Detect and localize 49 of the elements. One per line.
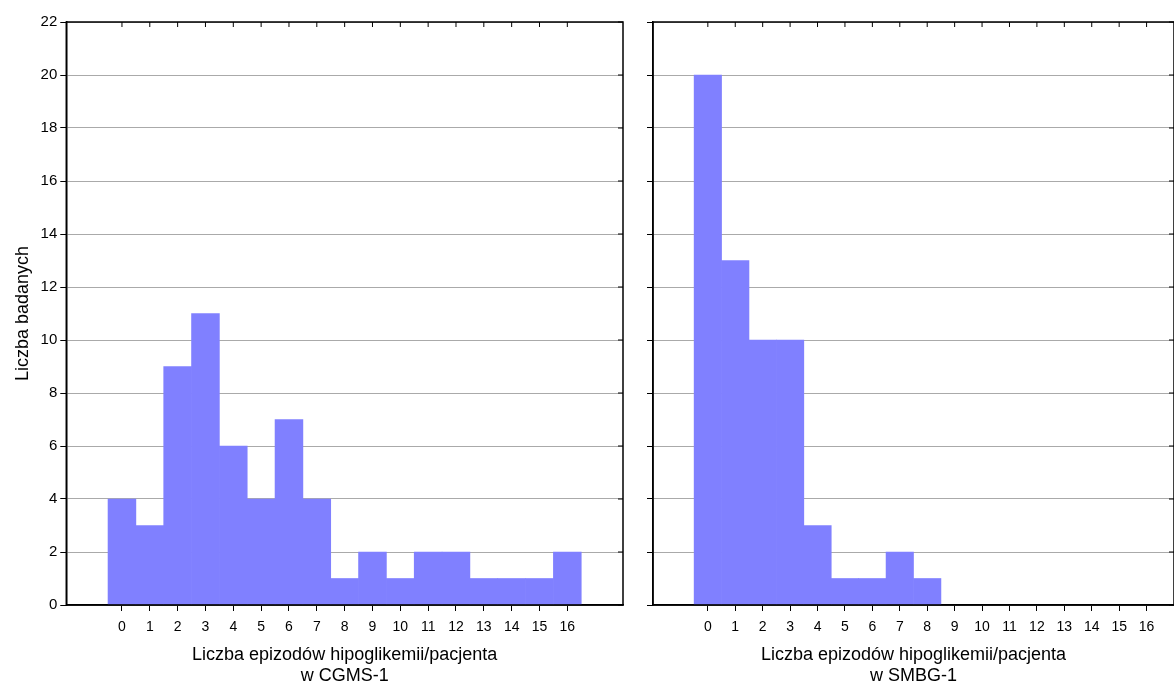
x-tick-label: 3 bbox=[786, 618, 795, 635]
y-tick-label: 4 bbox=[48, 489, 58, 507]
y-tick-label: 0 bbox=[48, 595, 58, 613]
x-tick-label: 9 bbox=[950, 618, 959, 635]
y-tick-label: 10 bbox=[40, 330, 58, 348]
x-tick-label: 12 bbox=[1029, 618, 1045, 635]
x-tick-label: 2 bbox=[173, 618, 182, 635]
y-tick-label: 18 bbox=[40, 118, 58, 136]
y-tick-label: 14 bbox=[40, 224, 58, 242]
x-tick-label: 0 bbox=[118, 618, 127, 635]
x-tick-label: 6 bbox=[285, 618, 294, 635]
x-tick-label: 13 bbox=[1056, 618, 1073, 635]
x-tick-label: 15 bbox=[531, 618, 548, 635]
y-tick-label: 8 bbox=[48, 383, 58, 401]
y-tick-label: 12 bbox=[40, 277, 58, 295]
x-axis-title: Liczba epizodów hipoglikemii/pacjenta w CGMS-1 bbox=[192, 643, 499, 686]
x-tick-label: 8 bbox=[340, 618, 349, 635]
x-tick-label: 3 bbox=[201, 618, 210, 635]
x-tick-label: 16 bbox=[559, 618, 576, 635]
x-tick-label: 4 bbox=[229, 618, 238, 635]
x-tick-label: 6 bbox=[868, 618, 877, 635]
x-tick-label: 10 bbox=[974, 618, 991, 635]
y-tick-label: 22 bbox=[40, 12, 58, 30]
y-tick-label: 6 bbox=[48, 436, 58, 454]
x-tick-label: 8 bbox=[923, 618, 932, 635]
x-tick-label: 9 bbox=[368, 618, 377, 635]
x-axis-title: Liczba epizodów hipoglikemii/pacjenta w SMBG-1 bbox=[760, 643, 1068, 686]
x-tick-label: 5 bbox=[841, 618, 850, 635]
y-tick-label: 16 bbox=[40, 171, 58, 189]
x-tick-label: 2 bbox=[758, 618, 767, 635]
x-tick-label: 15 bbox=[1111, 618, 1128, 635]
x-tick-label: 7 bbox=[312, 618, 321, 635]
x-tick-label: 0 bbox=[703, 618, 712, 635]
x-tick-label: 5 bbox=[257, 618, 266, 635]
y-axis-title: Liczba badanych bbox=[11, 245, 32, 382]
y-tick-label: 2 bbox=[48, 542, 58, 560]
x-tick-label: 14 bbox=[503, 618, 520, 635]
x-tick-label: 4 bbox=[813, 618, 822, 635]
x-tick-label: 14 bbox=[1083, 618, 1100, 635]
x-tick-label: 13 bbox=[476, 618, 492, 635]
x-tick-label: 7 bbox=[895, 618, 904, 635]
y-tick-label: 20 bbox=[40, 65, 58, 83]
x-tick-label: 12 bbox=[448, 618, 464, 635]
x-tick-label: 16 bbox=[1138, 618, 1155, 635]
x-tick-label: 1 bbox=[731, 618, 740, 635]
x-tick-label: 10 bbox=[392, 618, 409, 635]
x-tick-label: 11 bbox=[1002, 618, 1017, 635]
x-tick-label: 11 bbox=[420, 618, 436, 635]
x-tick-label: 1 bbox=[145, 618, 154, 635]
